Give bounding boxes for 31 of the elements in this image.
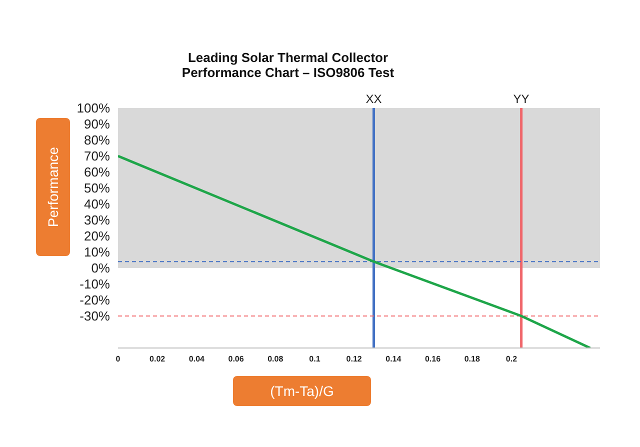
y-tick-label: 70% [84,148,110,164]
x-tick-label: 0.1 [309,354,321,364]
x-tick-label: 0.02 [150,354,166,364]
x-tick-label: 0.08 [268,354,284,364]
y-tick-label: 100% [76,100,110,116]
y-tick-label: 10% [84,244,110,260]
x-tick-label: 0.12 [346,354,362,364]
y-tick-label: 20% [84,228,110,244]
x-tick-label: 0.2 [506,354,518,364]
x-tick-label: 0.14 [386,354,402,364]
chart-title: Leading Solar Thermal Collector Performance Chart – ISO9806 Test [180,50,396,80]
x-tick-label: 0.04 [188,354,206,364]
x-tick-label: 0.18 [464,354,480,364]
ref-line-label: XX [366,92,382,106]
y-tick-label: -30% [80,308,110,324]
x-tick-label: 0 [116,354,121,364]
y-tick-label: 90% [84,116,110,132]
y-tick-label: -20% [80,292,110,308]
y-tick-label: 50% [84,180,110,196]
x-tick-label: 0.16 [424,354,442,364]
y-tick-label: 0% [91,260,110,276]
x-axis-title: (Tm-Ta)/G [233,376,371,406]
y-axis-title: Performance [45,146,61,228]
y-tick-label: -10% [80,276,110,292]
ref-line-label: YY [513,92,530,106]
x-tick-label: 0.06 [228,354,244,364]
line-series [118,154,592,348]
y-tick-label: 40% [84,196,110,212]
y-tick-label: 30% [84,212,110,228]
y-tick-label: 60% [84,164,110,180]
y-tick-label: 80% [84,132,110,148]
